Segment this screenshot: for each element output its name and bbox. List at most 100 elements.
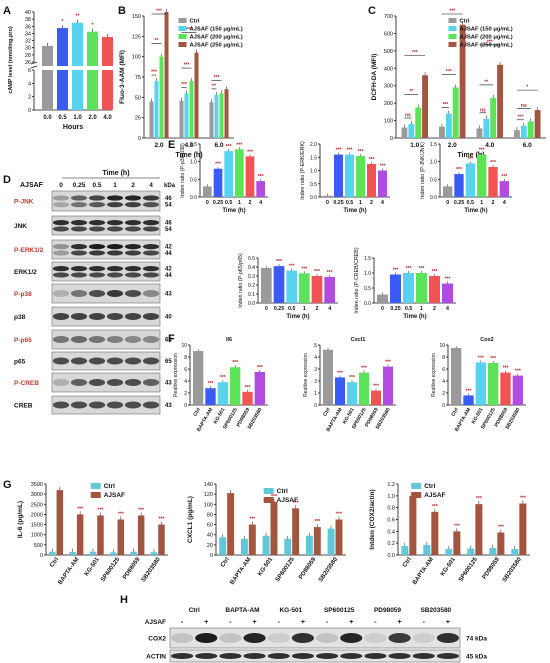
bar xyxy=(442,283,453,303)
x-axis-label: Time (h) xyxy=(464,208,487,214)
y-tick-label: 1 xyxy=(314,391,317,397)
blot-strip xyxy=(51,239,161,260)
chart-title: Il6 xyxy=(226,337,232,343)
legend-label: Ctrl xyxy=(277,488,288,495)
y-tick-label: 2 xyxy=(442,391,445,397)
y-tick-label: 4 xyxy=(184,379,187,385)
significance-mark: *** xyxy=(151,70,157,76)
y-tick-label: 3500 xyxy=(31,482,43,488)
significance-mark: *** xyxy=(498,525,504,531)
y-tick-label: 0.6 xyxy=(387,518,395,524)
x-axis-label: Time (h) xyxy=(343,208,366,214)
treatment-sign: + xyxy=(301,619,305,626)
time-header: Time (h) xyxy=(102,170,129,177)
significance-mark: *** xyxy=(336,148,342,154)
bar xyxy=(56,490,64,555)
blot-band xyxy=(243,633,266,643)
blot-band xyxy=(142,290,160,297)
blot-strip xyxy=(51,215,161,236)
blot-band xyxy=(124,290,142,297)
y-tick-label: 8 xyxy=(442,355,445,361)
bar xyxy=(313,527,321,555)
treatment-sign: + xyxy=(349,619,353,626)
axis-break xyxy=(42,66,53,70)
blot-row-label: p65 xyxy=(14,359,26,366)
bar xyxy=(254,372,265,405)
significance-mark: *** xyxy=(118,512,124,518)
legend-swatch xyxy=(448,26,457,31)
bar xyxy=(463,395,474,405)
panel-e-chart-2: 0.0 0.5 1.0 1.5 2.0 Inden ratio (P-ERK/ERK) 0 *… xyxy=(300,141,390,214)
significance-mark: *** xyxy=(476,496,482,502)
x-tick-label: SB203580 xyxy=(318,556,340,583)
significance-mark: *** xyxy=(289,264,295,270)
blot-band xyxy=(124,401,142,409)
bar xyxy=(203,186,212,197)
panel-letter-F: F xyxy=(168,333,175,345)
bar xyxy=(520,125,527,138)
blot-band xyxy=(52,250,70,256)
bar xyxy=(403,273,414,303)
blot-row-label: P-ERK1/2 xyxy=(14,247,44,254)
y-tick-label: 2 xyxy=(184,391,187,397)
blot-row-label: P-p65 xyxy=(14,337,32,344)
legend-swatch xyxy=(178,26,187,31)
blot-band xyxy=(106,313,124,320)
significance-mark: *** xyxy=(208,381,214,387)
y-tick-label: 6 xyxy=(442,367,445,373)
x-tick-label: Ctrl xyxy=(322,406,332,417)
blot-row-label: JNK xyxy=(14,223,27,230)
ajsaf-label: AJSAF xyxy=(145,619,166,626)
x-tick-label: 4 xyxy=(446,306,449,312)
legend-swatch xyxy=(448,34,457,39)
blot-band xyxy=(106,290,124,297)
y-tick-label: 40 xyxy=(207,533,213,539)
blot-band xyxy=(171,653,194,659)
panel-letter-B: B xyxy=(118,5,126,17)
significance-mark: *** xyxy=(276,259,282,265)
significance-mark: *** xyxy=(517,114,523,120)
treatment-sign: - xyxy=(374,619,377,626)
x-tick-label: 2 xyxy=(316,306,319,312)
y-tick-label: 1500 xyxy=(31,523,43,529)
blot-band xyxy=(124,379,142,386)
x-tick-label: 4 xyxy=(503,200,506,206)
bar xyxy=(227,493,235,555)
blot-band xyxy=(106,226,124,232)
significance-mark: *** xyxy=(247,149,253,155)
blot-band xyxy=(124,244,142,250)
blot-band xyxy=(52,195,70,201)
significance-mark: *** xyxy=(520,496,526,502)
blot-band xyxy=(52,266,70,272)
kda-value: 42 xyxy=(165,267,172,273)
bar xyxy=(367,163,376,197)
significance-mark: *** xyxy=(293,500,299,506)
significance-mark: *** xyxy=(245,385,251,391)
ajsaf-label: AJSAF xyxy=(20,182,44,189)
significance-mark: *** xyxy=(393,268,399,274)
bar xyxy=(519,503,527,555)
legend-label: AJSAF xyxy=(104,492,125,499)
bar xyxy=(194,52,199,138)
x-tick-label: 0 xyxy=(326,200,329,206)
bar xyxy=(248,524,256,555)
y-axis-label: DCFH-DA (MFI) xyxy=(371,54,378,101)
bar xyxy=(514,130,520,138)
panel-letter-A: A xyxy=(3,5,11,17)
x-tick-label: 6.0 xyxy=(214,142,223,149)
treatment-sign: + xyxy=(398,619,402,626)
x-tick-label: 0 xyxy=(381,306,384,312)
y-tick-label: 120 xyxy=(204,492,213,498)
y-tick-label: 3 xyxy=(314,367,317,373)
blot-band xyxy=(142,202,160,208)
x-tick-label: 1 xyxy=(238,200,241,206)
significance-mark: *** xyxy=(466,388,472,394)
x-tick-label: 4 xyxy=(328,306,331,312)
legend-label: AJSAF (150 μg/mL) xyxy=(190,27,243,33)
blot-band xyxy=(412,633,435,643)
y-tick-label: 0 xyxy=(184,403,187,409)
blot-band xyxy=(142,220,160,226)
y-tick-label: 400 xyxy=(384,66,393,72)
x-axis-label: Hours xyxy=(63,124,83,131)
